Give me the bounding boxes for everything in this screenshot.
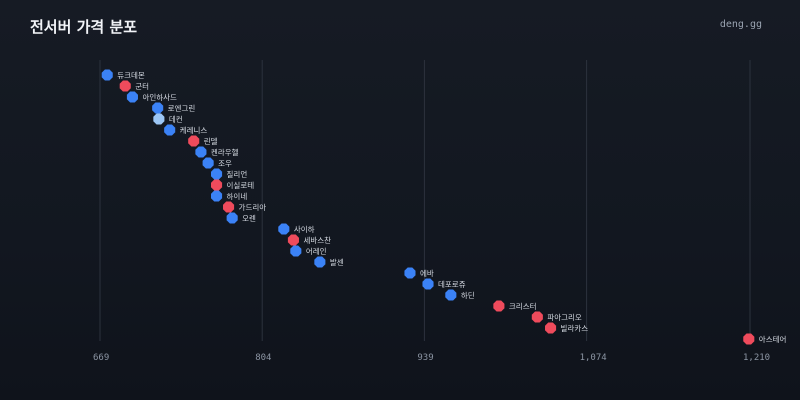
point-marker[interactable] bbox=[152, 102, 164, 114]
data-point[interactable]: 이실로테 bbox=[211, 179, 255, 191]
point-label: 케레니스 bbox=[180, 126, 208, 135]
point-marker[interactable] bbox=[119, 80, 131, 92]
point-marker[interactable] bbox=[743, 333, 755, 345]
point-label: 아인하사드 bbox=[142, 92, 177, 102]
point-marker[interactable] bbox=[422, 278, 434, 290]
point-marker[interactable] bbox=[164, 124, 176, 136]
data-point[interactable]: 사이하 bbox=[278, 223, 315, 235]
point-label: 세바스찬 bbox=[303, 235, 331, 245]
point-label: 데컨 bbox=[169, 114, 183, 124]
point-label: 조우 bbox=[218, 159, 232, 168]
point-label: 에바 bbox=[420, 268, 434, 278]
point-marker[interactable] bbox=[290, 245, 302, 257]
page-title: 전서버 가격 분포 bbox=[30, 18, 138, 36]
point-marker[interactable] bbox=[211, 168, 223, 180]
data-point[interactable]: 린델 bbox=[188, 135, 218, 147]
data-point[interactable]: 빌라카스 bbox=[545, 322, 589, 334]
point-label: 크리스터 bbox=[509, 302, 537, 311]
data-point[interactable]: 오렌 bbox=[226, 212, 256, 224]
data-point[interactable]: 군터 bbox=[119, 80, 149, 92]
data-point[interactable]: 로엔그린 bbox=[152, 102, 196, 114]
point-label: 하딘 bbox=[461, 290, 475, 300]
point-label: 질리언 bbox=[227, 169, 248, 179]
point-label: 사이하 bbox=[294, 224, 315, 234]
point-marker[interactable] bbox=[445, 289, 457, 301]
point-label: 로엔그린 bbox=[168, 103, 196, 113]
point-label: 오렌 bbox=[242, 213, 256, 223]
x-tick-label: 939 bbox=[417, 353, 433, 363]
point-label: 이실로테 bbox=[227, 180, 255, 190]
point-marker[interactable] bbox=[226, 212, 238, 224]
data-point[interactable]: 켄라우헬 bbox=[195, 146, 239, 158]
data-point[interactable]: 질리언 bbox=[211, 168, 248, 180]
point-label: 군터 bbox=[135, 82, 149, 91]
point-marker[interactable] bbox=[153, 113, 165, 125]
point-marker[interactable] bbox=[211, 179, 223, 191]
data-points: 듀크데몬군터아인하사드로엔그린데컨케레니스린델켄라우헬조우질리언이실로테하이네가… bbox=[101, 69, 787, 345]
x-tick-label: 804 bbox=[255, 353, 271, 363]
data-point[interactable]: 에바 bbox=[404, 267, 434, 279]
point-marker[interactable] bbox=[188, 135, 200, 147]
data-point[interactable]: 하이네 bbox=[211, 190, 248, 202]
x-tick-label: 669 bbox=[93, 353, 109, 363]
data-point[interactable]: 어레인 bbox=[290, 245, 327, 257]
point-marker[interactable] bbox=[126, 91, 138, 103]
point-label: 빌라카스 bbox=[561, 324, 589, 333]
point-label: 듀크데몬 bbox=[117, 71, 145, 80]
point-marker[interactable] bbox=[493, 300, 505, 312]
point-marker[interactable] bbox=[287, 234, 299, 246]
point-marker[interactable] bbox=[314, 256, 326, 268]
data-point[interactable]: 세바스찬 bbox=[287, 234, 331, 246]
data-point[interactable]: 데컨 bbox=[153, 113, 183, 125]
point-label: 하이네 bbox=[227, 191, 248, 201]
data-point[interactable]: 크리스터 bbox=[493, 300, 537, 312]
data-point[interactable]: 조우 bbox=[202, 157, 232, 169]
data-point[interactable]: 아스테어 bbox=[743, 333, 787, 345]
data-point[interactable]: 하딘 bbox=[445, 289, 475, 301]
data-point[interactable]: 파아그리오 bbox=[531, 311, 582, 323]
data-point[interactable]: 가드리아 bbox=[223, 201, 267, 213]
data-point[interactable]: 발센 bbox=[314, 256, 344, 268]
x-tick-label: 1,074 bbox=[580, 353, 607, 363]
point-marker[interactable] bbox=[195, 146, 207, 158]
data-point[interactable]: 케레니스 bbox=[164, 124, 208, 136]
point-label: 파아그리오 bbox=[547, 312, 582, 322]
point-label: 가드리아 bbox=[239, 202, 267, 212]
point-marker[interactable] bbox=[101, 69, 113, 81]
point-label: 데포로쥬 bbox=[438, 280, 466, 289]
point-marker[interactable] bbox=[531, 311, 543, 323]
point-label: 어레인 bbox=[306, 246, 327, 256]
point-label: 켄라우헬 bbox=[211, 147, 239, 157]
point-marker[interactable] bbox=[202, 157, 214, 169]
point-label: 린델 bbox=[204, 136, 218, 146]
point-marker[interactable] bbox=[278, 223, 290, 235]
data-point[interactable]: 데포로쥬 bbox=[422, 278, 466, 290]
point-label: 발센 bbox=[330, 257, 344, 267]
brand-logo-text: deng.gg bbox=[719, 19, 762, 30]
x-axis-ticks: 669 804 939 1,074 1,210 bbox=[93, 353, 770, 363]
point-label: 아스테어 bbox=[759, 334, 787, 344]
point-marker[interactable] bbox=[545, 322, 557, 334]
point-marker[interactable] bbox=[404, 267, 416, 279]
point-marker[interactable] bbox=[211, 190, 223, 202]
grid-lines bbox=[99, 60, 751, 341]
x-tick-label: 1,210 bbox=[743, 353, 770, 363]
data-point[interactable]: 아인하사드 bbox=[126, 91, 177, 103]
point-marker[interactable] bbox=[223, 201, 235, 213]
data-point[interactable]: 듀크데몬 bbox=[101, 69, 145, 81]
